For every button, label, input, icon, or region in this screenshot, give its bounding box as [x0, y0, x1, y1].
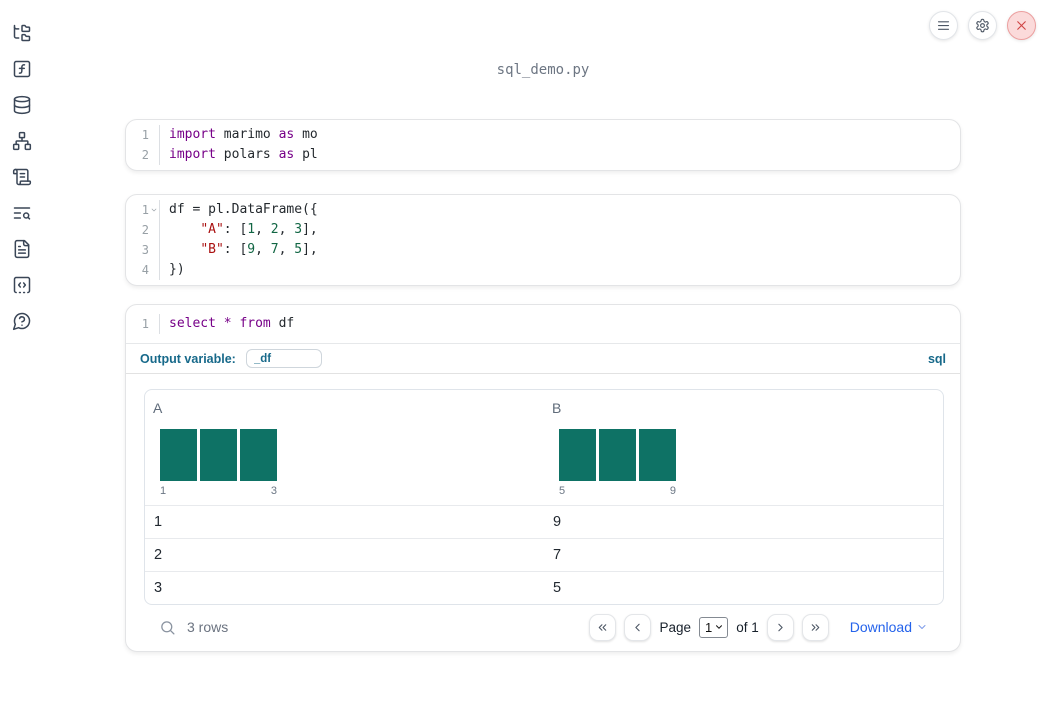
- settings-button[interactable]: [968, 11, 997, 40]
- histogram-bar: [559, 429, 596, 481]
- scroll-text-icon: [12, 168, 32, 186]
- table-cell: 5: [553, 580, 562, 596]
- chevron-down-icon: [716, 625, 723, 629]
- page-label: Page: [659, 619, 691, 635]
- file-text-icon: [14, 239, 30, 259]
- table-cell: 7: [553, 547, 562, 563]
- code-editor[interactable]: 1 import marimo as mo 2 import polars as pl: [126, 120, 960, 170]
- sql-editor[interactable]: 1 select * from df: [126, 305, 960, 344]
- table-footer: 3 rows Page 1 of 1 Download: [144, 605, 942, 651]
- table-cell: 1: [154, 514, 163, 530]
- column-name: A: [153, 400, 163, 416]
- download-button[interactable]: Download: [850, 619, 928, 635]
- previous-page-button[interactable]: [624, 613, 652, 641]
- histogram-bar: [200, 429, 237, 481]
- network-icon: [12, 131, 32, 151]
- output-variable-input[interactable]: [245, 349, 322, 368]
- file-tree-icon: [13, 24, 31, 42]
- column-name: B: [552, 400, 562, 416]
- download-label: Download: [849, 619, 912, 635]
- table-cell: 3: [154, 580, 163, 596]
- sidebar-item-documentation[interactable]: [10, 237, 34, 261]
- sql-cell-options-row: Output variable: sql: [126, 344, 960, 374]
- help-bubble-icon: [12, 312, 31, 331]
- chevron-right-icon: [778, 623, 783, 631]
- column-histogram[interactable]: [160, 429, 544, 481]
- table-cell: 2: [154, 547, 163, 563]
- code-cell-dataframe[interactable]: 1 df = pl.DataFrame({2 "A": [1, 2, 3], 3 "…: [125, 194, 961, 286]
- hamburger-menu-icon: [937, 21, 950, 30]
- sidebar-item-help[interactable]: [10, 309, 34, 333]
- row-count: 3 rows: [187, 619, 229, 635]
- database-icon: [13, 95, 31, 115]
- output-variable-label: Output variable:: [140, 351, 236, 366]
- code-cell-imports[interactable]: 1 import marimo as mo 2 import polars as pl: [125, 119, 961, 171]
- next-page-button[interactable]: [766, 613, 794, 641]
- sidebar-item-dependency-graph[interactable]: [10, 129, 34, 153]
- table-cell: 9: [553, 514, 562, 530]
- page-total-label: of 1: [736, 619, 759, 635]
- chevrons-left-icon: [599, 623, 607, 631]
- histogram-bar: [639, 429, 676, 481]
- notebook-actions: [929, 11, 1036, 40]
- close-icon: [1017, 21, 1026, 30]
- sidebar-item-table-of-contents[interactable]: [10, 201, 34, 225]
- histogram-bar: [240, 429, 277, 481]
- sidebar-item-functions[interactable]: [10, 57, 34, 81]
- notebook-main: sql_demo.py 1 import marimo as mo 2 import …: [125, 0, 961, 652]
- helper-panel-sidebar: [0, 0, 44, 713]
- code-square-dashed-icon: [13, 276, 31, 294]
- notebook-menu-button[interactable]: [929, 11, 958, 40]
- sidebar-item-datasources[interactable]: [10, 93, 34, 117]
- page-select[interactable]: 1: [698, 616, 729, 638]
- gear-icon: [976, 18, 989, 33]
- notebook-filename: sql_demo.py: [496, 62, 590, 78]
- code-editor[interactable]: 1 df = pl.DataFrame({2 "A": [1, 2, 3], 3 "…: [126, 195, 960, 285]
- chevron-left-icon: [635, 623, 641, 631]
- search-icon[interactable]: [159, 619, 176, 636]
- histogram-bar: [599, 429, 636, 481]
- first-page-button[interactable]: [589, 613, 617, 641]
- last-page-button[interactable]: [801, 613, 829, 641]
- histogram-bar: [160, 429, 197, 481]
- chevron-down-icon: [918, 625, 926, 629]
- sql-language-badge: sql: [927, 351, 946, 366]
- sidebar-item-scratchpad[interactable]: [10, 165, 34, 189]
- function-square-icon: [13, 60, 31, 78]
- page-select-value: 1: [704, 619, 713, 635]
- column-histogram[interactable]: [559, 429, 943, 481]
- text-search-icon: [13, 207, 31, 220]
- sidebar-item-file-tree[interactable]: [10, 21, 34, 45]
- chevrons-right-icon: [811, 623, 820, 631]
- shutdown-button[interactable]: [1007, 11, 1036, 40]
- sidebar-item-snippets[interactable]: [10, 273, 34, 297]
- pagination: Page 1 of 1 Download: [589, 613, 928, 641]
